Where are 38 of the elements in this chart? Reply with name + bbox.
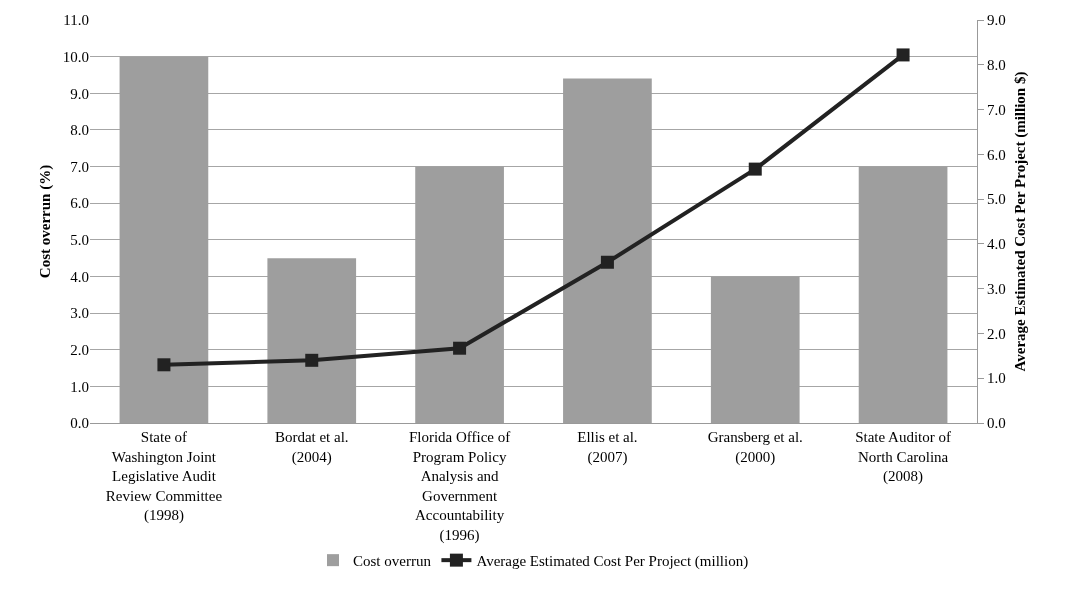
point xyxy=(748,162,762,176)
point xyxy=(157,358,171,372)
y2-tick-label: 7.0 xyxy=(987,101,1006,118)
y2-tick-label: 3.0 xyxy=(987,280,1006,297)
point xyxy=(305,353,319,367)
y2-tick-label: 8.0 xyxy=(987,57,1006,74)
y2-tick-label: 0.0 xyxy=(987,415,1006,432)
point xyxy=(896,48,910,62)
y-tick-label: 1.0 xyxy=(70,378,89,395)
y-tick-label: 3.0 xyxy=(70,305,89,322)
y-tick-label: 11.0 xyxy=(63,12,89,29)
y2-tick-label: 4.0 xyxy=(987,236,1006,253)
x-tick-label: Gransberg et al. (2000) xyxy=(707,429,803,466)
y-tick-label: 8.0 xyxy=(70,122,89,139)
y-tick-label: 10.0 xyxy=(62,48,89,65)
y-tick-label: 0.0 xyxy=(70,415,89,432)
y2-axis-title: Average Estimated Cost Per Project (million $) xyxy=(1011,71,1029,372)
x-tick-label: Florida Office of Program Policy Analysis and Government Accountability (1996) xyxy=(408,429,511,544)
x-tick-label: Ellis et al. (2007) xyxy=(577,429,638,466)
y-tick-label: 4.0 xyxy=(70,268,89,285)
y-tick-label: 5.0 xyxy=(70,232,89,249)
y-tick-label: 2.0 xyxy=(70,341,89,358)
y2-tick-label: 9.0 xyxy=(987,12,1006,29)
x-tick-label: State Auditor of North Carolina (2008) xyxy=(855,429,951,485)
y-tick-label: 6.0 xyxy=(70,195,89,212)
y2-tick-label: 5.0 xyxy=(987,191,1006,208)
y-tick-label: 7.0 xyxy=(70,158,89,175)
point xyxy=(453,341,467,355)
point xyxy=(600,255,614,269)
x-tick-label: Bordat et al. (2004) xyxy=(274,429,349,466)
y2-tick-label: 1.0 xyxy=(987,370,1006,387)
x-tick-label: State of Washington Joint Legislative Audit Review Committee (1998) xyxy=(105,429,223,524)
y2-tick-label: 2.0 xyxy=(987,325,1006,342)
y-tick-label: 9.0 xyxy=(70,85,89,102)
legend-label: Average Estimated Cost Per Project (million) xyxy=(476,553,749,570)
y2-tick-label: 6.0 xyxy=(987,146,1006,163)
y-axis-title: Cost overrun (%) xyxy=(37,164,54,279)
legend-label: Cost overrun xyxy=(353,553,432,569)
